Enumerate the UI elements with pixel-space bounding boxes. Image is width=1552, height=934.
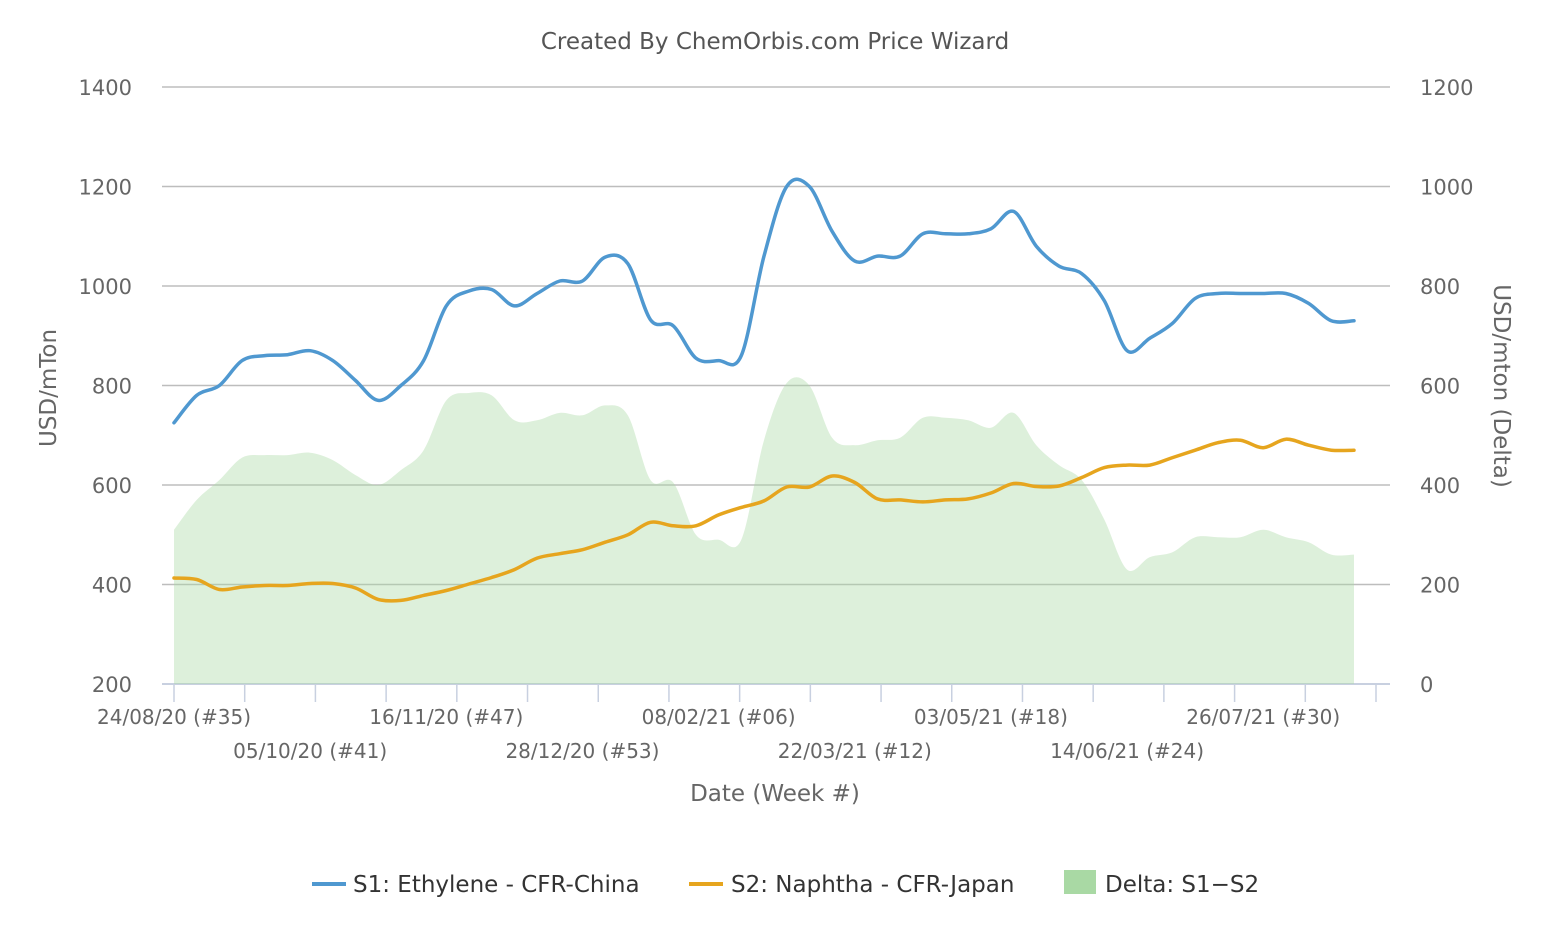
y-tick-label-left: 600 [92, 474, 132, 498]
y-axis-title-left: USD/mTon [36, 329, 62, 447]
y-tick-label-left: 200 [92, 673, 132, 697]
x-tick-label: 16/11/20 (#47) [369, 705, 523, 729]
y-tick-label-right: 1200 [1420, 76, 1473, 100]
series-lines-layer [172, 177, 1356, 603]
legend-item-s1[interactable]: S1: Ethylene - CFR-China [312, 872, 640, 898]
x-tick-label: 03/05/21 (#18) [914, 705, 1068, 729]
y-tick-label-right: 600 [1420, 375, 1460, 399]
x-tick-label: 08/02/21 (#06) [642, 705, 796, 729]
series-line-s1[interactable] [172, 177, 1356, 425]
x-tick-label: 28/12/20 (#53) [505, 739, 659, 763]
legend-label-s1: S1: Ethylene - CFR-China [353, 872, 640, 898]
x-tick-label: 24/08/20 (#35) [97, 705, 251, 729]
legend-label-s2: S2: Naphtha - CFR-Japan [731, 872, 1014, 898]
legend-label-delta: Delta: S1−S2 [1105, 872, 1259, 898]
y-tick-label-left: 1200 [79, 176, 132, 200]
axes: 200 400 600 800 1000 1200 1400 0 200 400 600 800 100… [79, 76, 1474, 763]
x-tick-label: 14/06/21 (#24) [1050, 739, 1204, 763]
y-tick-label-left: 400 [92, 574, 132, 598]
x-tick-label: 05/10/20 (#41) [233, 739, 387, 763]
y-tick-label-right: 200 [1420, 574, 1460, 598]
y-tick-label-right: 1000 [1420, 176, 1473, 200]
chart-title: Created By ChemOrbis.com Price Wizard [541, 29, 1009, 55]
grid-lines [162, 86, 1390, 685]
y-tick-label-left: 1400 [79, 76, 132, 100]
delta-area-layer [174, 377, 1354, 684]
legend: S1: Ethylene - CFR-China S2: Naphtha - C… [312, 870, 1259, 898]
y-tick-label-left: 800 [92, 375, 132, 399]
y-tick-label-right: 400 [1420, 474, 1460, 498]
y-axis-title-right: USD/mton (Delta) [1488, 284, 1514, 488]
x-tick-label: 26/07/21 (#30) [1186, 705, 1340, 729]
y-tick-label-right: 800 [1420, 275, 1460, 299]
legend-swatch-delta [1064, 870, 1096, 894]
y-tick-label-right: 0 [1420, 673, 1433, 697]
legend-item-delta[interactable]: Delta: S1−S2 [1064, 870, 1259, 898]
series-area-delta [174, 377, 1354, 684]
x-tick-label: 22/03/21 (#12) [778, 739, 932, 763]
x-axis-title: Date (Week #) [690, 781, 860, 807]
legend-item-s2[interactable]: S2: Naphtha - CFR-Japan [689, 872, 1014, 898]
y-tick-label-left: 1000 [79, 275, 132, 299]
series-line-s2[interactable] [172, 437, 1356, 603]
